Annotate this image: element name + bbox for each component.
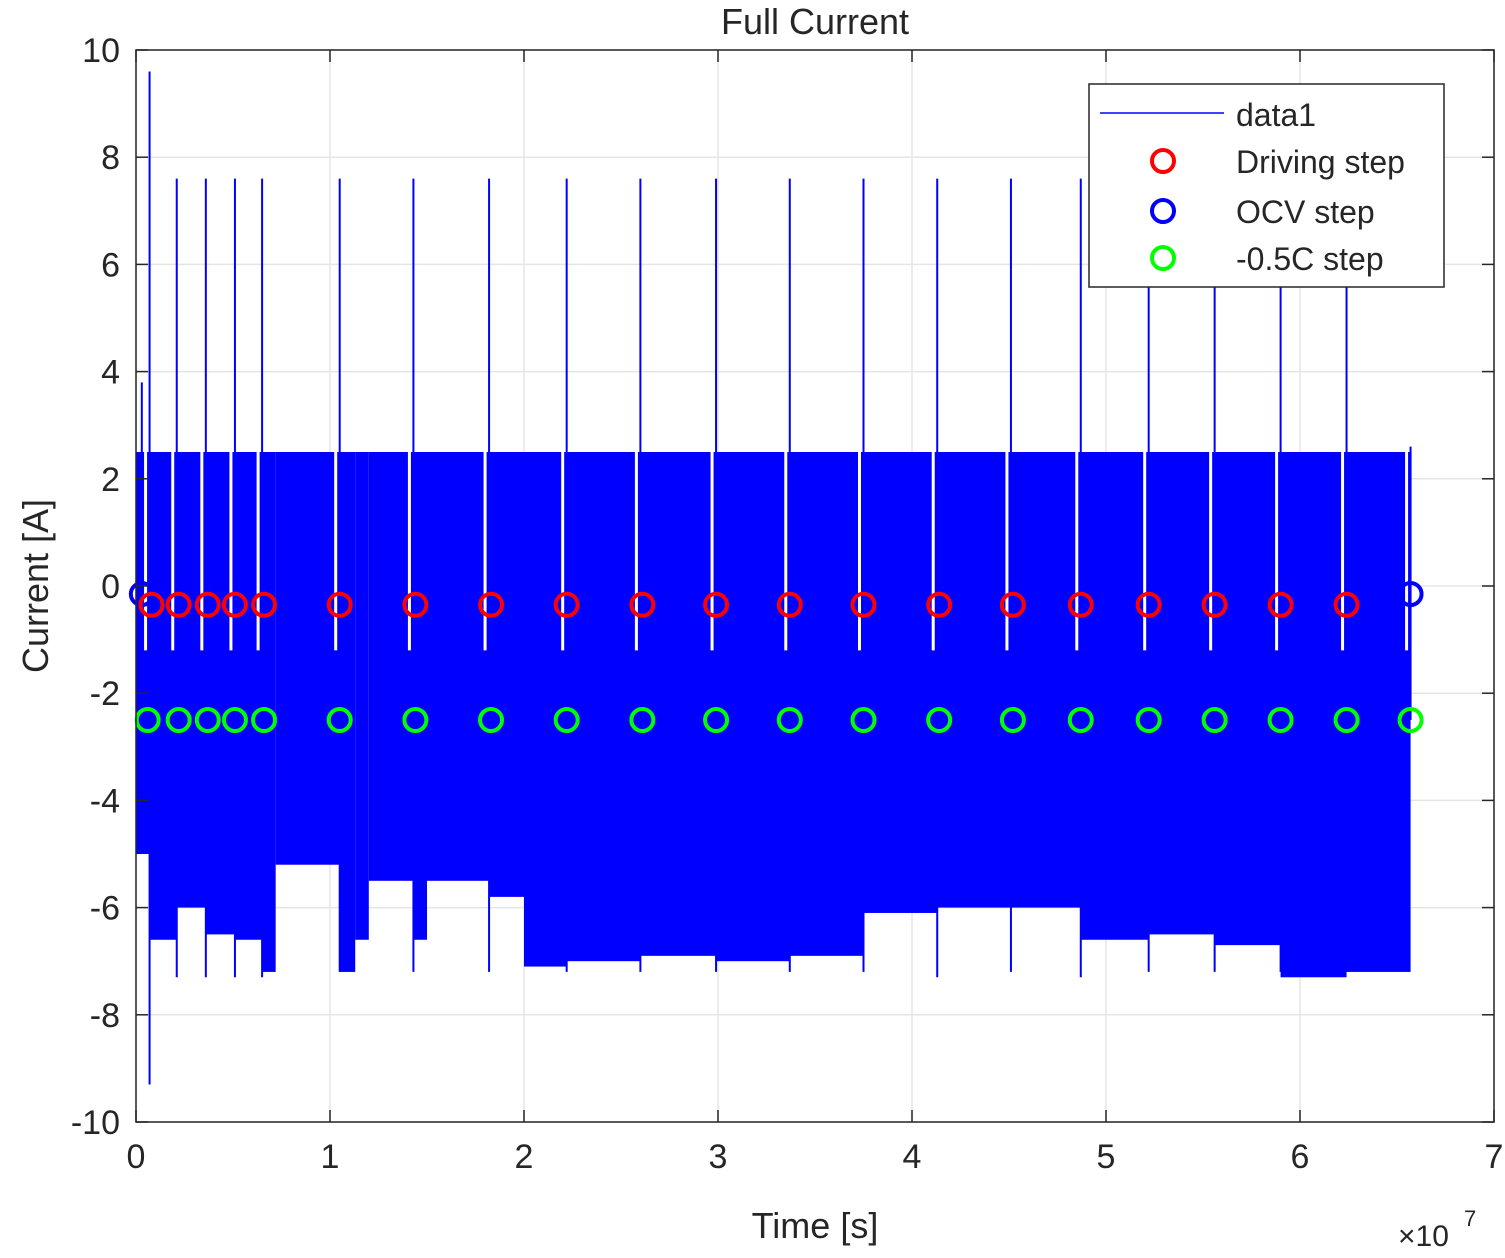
data1-band-segment — [1010, 452, 1081, 908]
x-tick-label: 2 — [515, 1138, 534, 1176]
y-tick-label: 2 — [101, 461, 120, 499]
neg05c-step-marker — [776, 707, 803, 733]
driving-step-marker — [1333, 591, 1360, 618]
y-axis-label: Current [A] — [15, 499, 56, 673]
legend-label-neg05c-step: -0.5C step — [1236, 241, 1384, 277]
legend-marker-neg05c-step — [1150, 245, 1176, 271]
data1-band-segment — [1346, 452, 1411, 972]
data1-band-segment — [489, 452, 524, 897]
driving-step-marker — [629, 591, 656, 618]
neg05c-step-marker — [926, 707, 953, 733]
neg05c-step-marker — [553, 707, 580, 733]
neg05c-step-marker — [402, 707, 429, 733]
data1-band-segment — [640, 452, 717, 956]
driving-step-marker — [1135, 591, 1162, 618]
marker-layer — [128, 581, 1424, 733]
driving-step-marker — [221, 591, 248, 618]
x-exponent-base: ×10 — [1398, 1220, 1449, 1253]
driving-step-marker — [1267, 591, 1294, 618]
y-tick-label: 4 — [101, 354, 120, 392]
driving-step-marker — [165, 591, 192, 618]
data1-band-segment — [789, 452, 864, 956]
neg05c-step-marker — [194, 707, 221, 733]
driving-step-marker — [402, 591, 429, 618]
x-exponent-power: 7 — [1464, 1206, 1476, 1231]
driving-step-marker — [138, 591, 165, 618]
x-axis-label: Time [s] — [752, 1205, 879, 1246]
driving-step-marker — [999, 591, 1026, 618]
y-tick-label: -4 — [90, 782, 120, 820]
x-tick-label: 4 — [903, 1138, 922, 1176]
legend-label-ocv-step: OCV step — [1236, 194, 1375, 230]
legend-marker-ocv-step — [1150, 198, 1176, 224]
chart-title: Full Current — [721, 1, 909, 42]
data1-band-segment — [1080, 452, 1149, 940]
data1-band-segment — [355, 452, 369, 940]
x-tick-label: 1 — [321, 1138, 340, 1176]
driving-step-marker — [194, 591, 221, 618]
driving-step-marker — [478, 591, 505, 618]
neg05c-step-marker — [165, 707, 192, 733]
ocv-step-marker — [1397, 581, 1424, 608]
x-tick-label: 3 — [709, 1138, 728, 1176]
neg05c-step-marker — [850, 707, 877, 733]
data1-band-segment — [413, 452, 427, 940]
driving-step-marker — [1201, 591, 1228, 618]
data1-band-segment — [566, 452, 641, 962]
neg05c-step-marker — [326, 707, 353, 733]
driving-step-marker — [1067, 591, 1094, 618]
neg05c-step-marker — [999, 707, 1026, 733]
data1-band-segment — [427, 452, 490, 881]
legend-label-data1: data1 — [1236, 97, 1316, 133]
driving-step-marker — [850, 591, 877, 618]
legend[interactable]: data1 Driving step OCV step -0.5C step — [1088, 83, 1445, 288]
legend-label-driving-step: Driving step — [1236, 144, 1405, 180]
ticks: 0 1 2 3 4 5 6 7 -10 -8 -6 -4 -2 0 2 4 6 8 10 — [71, 32, 1504, 1176]
y-tick-label: 8 — [101, 139, 120, 177]
neg05c-step-marker — [629, 707, 656, 733]
y-tick-label: 10 — [82, 32, 120, 70]
data1-band-segment — [863, 452, 938, 913]
data1-band-segment — [1148, 452, 1215, 935]
data1-band-segment — [1214, 452, 1281, 946]
data1-band-segment — [716, 452, 790, 962]
neg05c-step-marker — [221, 707, 248, 733]
neg05c-step-marker — [251, 707, 278, 733]
data1-band-segment — [275, 452, 340, 865]
y-tick-label: -6 — [90, 890, 120, 928]
driving-step-marker — [926, 591, 953, 618]
neg05c-step-marker — [1067, 707, 1094, 733]
driving-step-marker — [703, 591, 730, 618]
neg05c-step-marker — [1201, 707, 1228, 733]
driving-step-marker — [326, 591, 353, 618]
neg05c-step-marker — [1397, 707, 1424, 733]
legend-box — [1088, 83, 1445, 288]
neg05c-step-marker — [1267, 707, 1294, 733]
y-tick-label: -10 — [71, 1104, 120, 1142]
data1-band-segment — [368, 452, 414, 881]
x-tick-label: 6 — [1291, 1138, 1310, 1176]
driving-step-marker — [776, 591, 803, 618]
legend-marker-driving-step — [1150, 148, 1176, 174]
neg05c-step-marker — [1333, 707, 1360, 733]
neg05c-step-marker — [703, 707, 730, 733]
neg05c-step-marker — [1135, 707, 1162, 733]
driving-step-marker — [553, 591, 580, 618]
x-tick-label: 7 — [1485, 1138, 1504, 1176]
neg05c-step-marker — [478, 707, 505, 733]
data1-band-segment — [937, 452, 1011, 908]
y-tick-label: 0 — [101, 568, 120, 606]
x-tick-label: 5 — [1097, 1138, 1116, 1176]
driving-step-marker — [251, 591, 278, 618]
x-tick-label: 0 — [127, 1138, 146, 1176]
y-tick-label: -8 — [90, 997, 120, 1035]
y-tick-label: 6 — [101, 246, 120, 284]
y-tick-label: -2 — [90, 675, 120, 713]
